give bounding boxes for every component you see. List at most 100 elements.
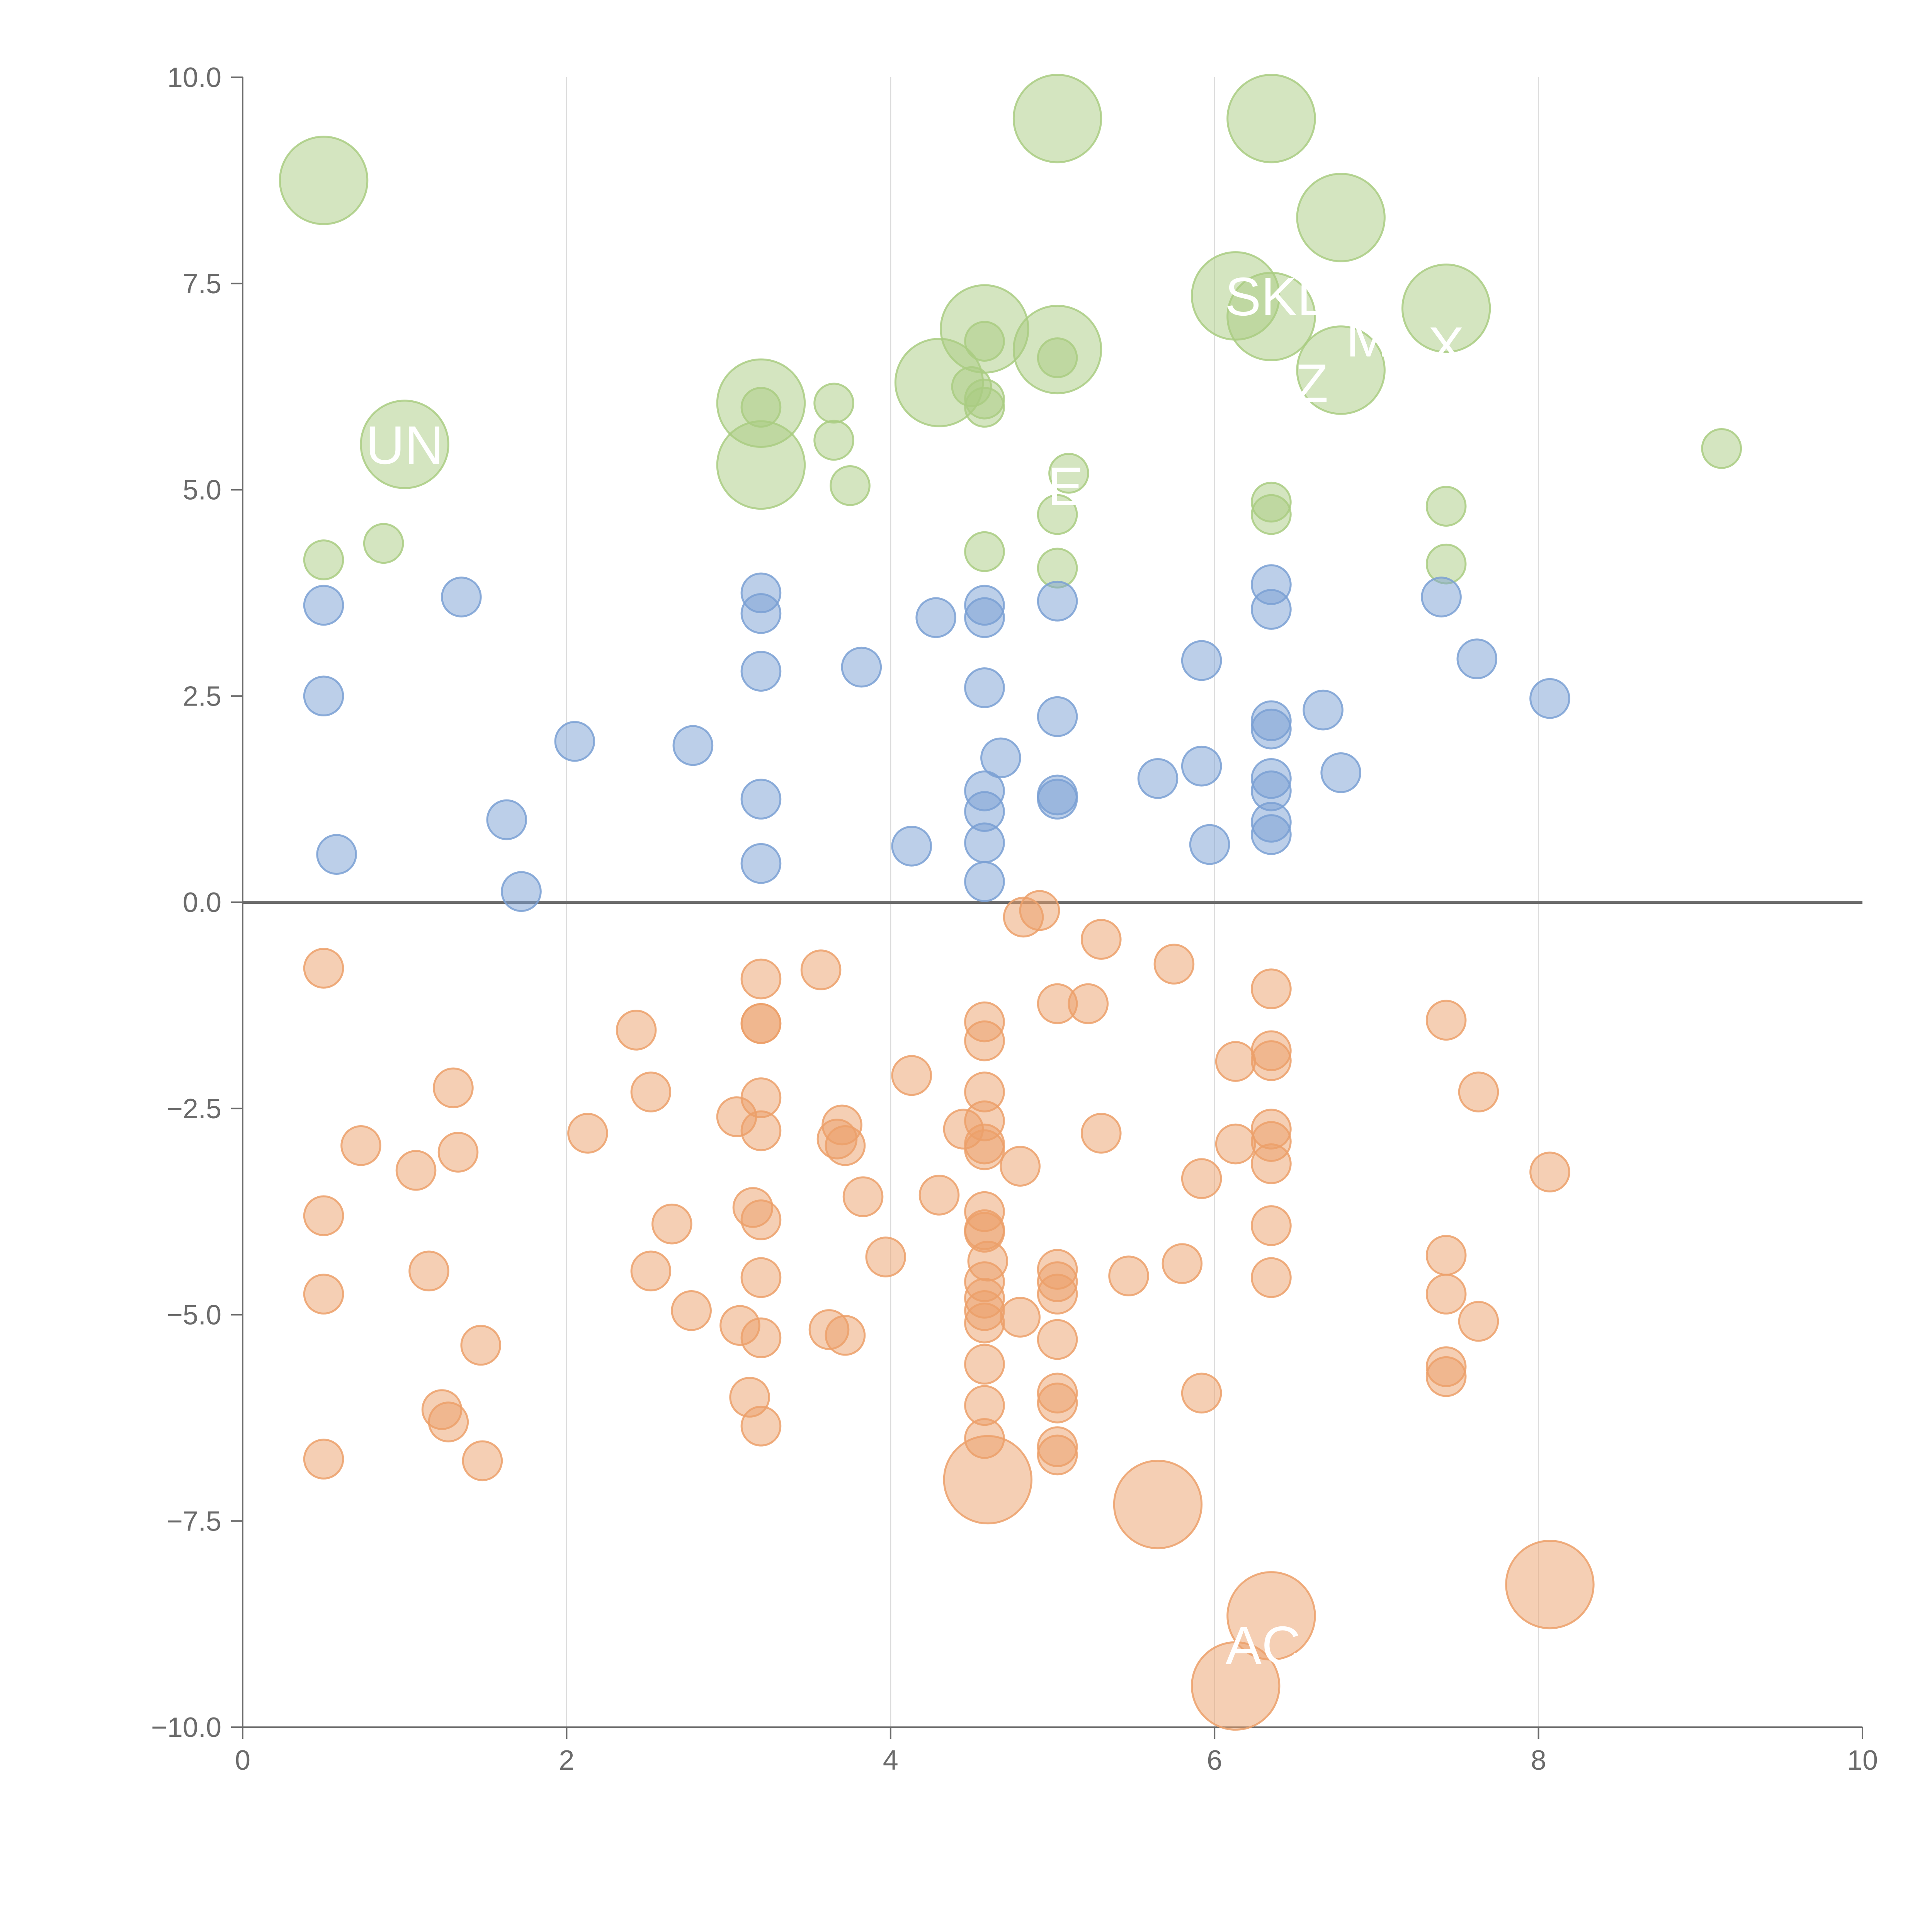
y-tick-label: 0.0 xyxy=(183,887,221,918)
blue-bubble xyxy=(1251,814,1292,855)
blue-bubble xyxy=(964,667,1005,708)
axis-layer: 0 2 4 6 8 10 −10.0 −7.5 −5.0 −2.5 0.0 2.5 5.0 7.5 10.0 xyxy=(151,62,1878,1776)
orange-bubble xyxy=(340,1125,381,1166)
y-tick-label: −10.0 xyxy=(151,1712,221,1743)
blue-bubble xyxy=(1181,640,1222,681)
orange-bubble xyxy=(1108,1255,1149,1296)
orange-bubble xyxy=(918,1175,960,1216)
y-tick-label: 2.5 xyxy=(183,681,221,712)
blue-bubble xyxy=(1320,752,1361,793)
blue-bubble xyxy=(1529,678,1570,719)
orange-bubble xyxy=(1458,1301,1499,1342)
orange-bubble xyxy=(1529,1151,1570,1192)
orange-bubble xyxy=(865,1236,906,1277)
orange-bubble xyxy=(1113,1459,1203,1549)
label-layer: UN SKL M X Z E AC xyxy=(366,266,1464,1676)
orange-bubble xyxy=(1251,1143,1292,1184)
x-tick-label: 4 xyxy=(883,1745,898,1776)
blue-bubble xyxy=(964,822,1005,864)
orange-bubble xyxy=(800,949,842,990)
orange-bubble xyxy=(1037,1274,1078,1315)
blue-bubble xyxy=(316,834,357,875)
orange-bubble xyxy=(964,1129,1005,1170)
green-bubble xyxy=(813,420,854,461)
blue-bubble xyxy=(1303,689,1344,731)
blue-bubble xyxy=(841,646,882,688)
x-tick-label: 2 xyxy=(559,1745,574,1776)
bubble-label: E xyxy=(1048,456,1083,517)
orange-bubble xyxy=(303,1195,344,1236)
orange-bubble xyxy=(740,1003,782,1044)
orange-bubble xyxy=(1505,1539,1595,1629)
y-tick-label: −7.5 xyxy=(167,1506,221,1537)
x-tick-label: 10 xyxy=(1847,1745,1878,1776)
blue-bubble xyxy=(1181,745,1222,787)
orange-bubble xyxy=(1153,944,1195,985)
orange-bubble xyxy=(428,1401,469,1442)
orange-bubble xyxy=(616,1010,657,1051)
green-bubble xyxy=(1296,173,1386,262)
blue-bubble xyxy=(980,737,1021,779)
blue-bubble xyxy=(740,843,782,884)
orange-bubble xyxy=(825,1125,866,1166)
x-tick-label: 6 xyxy=(1207,1745,1222,1776)
orange-bubble xyxy=(1458,1071,1499,1112)
blue-bubble xyxy=(501,871,542,912)
x-tick-label: 8 xyxy=(1531,1745,1546,1776)
green-bubble xyxy=(1425,486,1467,527)
blue-bubble xyxy=(303,585,344,626)
blue-bubble xyxy=(486,799,527,840)
orange-bubble xyxy=(462,1440,503,1481)
orange-bubble xyxy=(460,1325,502,1366)
green-bubble xyxy=(1037,337,1078,378)
green-bubble xyxy=(1701,428,1742,469)
y-tick-label: −2.5 xyxy=(167,1094,221,1124)
orange-bubble xyxy=(740,1110,782,1151)
green-bubble xyxy=(1012,74,1102,163)
orange-bubble xyxy=(842,1176,884,1217)
blue-bubble xyxy=(554,721,595,762)
orange-bubble xyxy=(1251,968,1292,1009)
orange-bubble xyxy=(1425,1235,1467,1276)
orange-bubble xyxy=(303,947,344,989)
green-bubble xyxy=(716,420,806,510)
orange-bubble xyxy=(964,1344,1005,1385)
bubble-label: Z xyxy=(1295,353,1328,413)
blue-bubble xyxy=(740,779,782,820)
orange-bubble xyxy=(1068,983,1109,1024)
y-tick-label: −5.0 xyxy=(167,1300,221,1331)
orange-bubble xyxy=(303,1439,344,1480)
green-bubble xyxy=(360,400,449,489)
blue-bubble xyxy=(740,593,782,634)
bubble-label: UN xyxy=(366,415,444,475)
orange-bubble xyxy=(740,1257,782,1298)
orange-bubble xyxy=(891,1055,932,1096)
y-tick-label: 7.5 xyxy=(183,269,221,299)
blue-bubble xyxy=(303,675,344,717)
y-tick-label: 5.0 xyxy=(183,475,221,506)
green-bubble xyxy=(1401,264,1491,353)
bubble-label: AC xyxy=(1226,1615,1301,1676)
orange-bubble xyxy=(1425,1356,1467,1397)
orange-bubble xyxy=(1037,1319,1078,1360)
orange-bubble xyxy=(567,1112,608,1154)
orange-bubble xyxy=(630,1071,672,1112)
orange-bubble xyxy=(1080,1112,1122,1154)
bubble-label: X xyxy=(1428,316,1464,376)
orange-bubble xyxy=(671,1290,712,1331)
orange-bubble xyxy=(1215,1041,1256,1082)
blue-bubble xyxy=(1251,708,1292,750)
green-bubble xyxy=(813,383,854,424)
blue-bubble xyxy=(915,597,956,638)
orange-bubble xyxy=(1037,1383,1078,1423)
green-bubble xyxy=(363,523,404,564)
green-bubble xyxy=(830,465,871,506)
blue-bubble xyxy=(740,651,782,692)
blue-bubble xyxy=(441,577,482,617)
orange-bubble xyxy=(408,1250,449,1292)
orange-bubble xyxy=(1000,1297,1041,1338)
blue-bubble xyxy=(1189,824,1230,865)
orange-bubble xyxy=(1226,1571,1316,1661)
orange-bubble xyxy=(943,1435,1033,1525)
